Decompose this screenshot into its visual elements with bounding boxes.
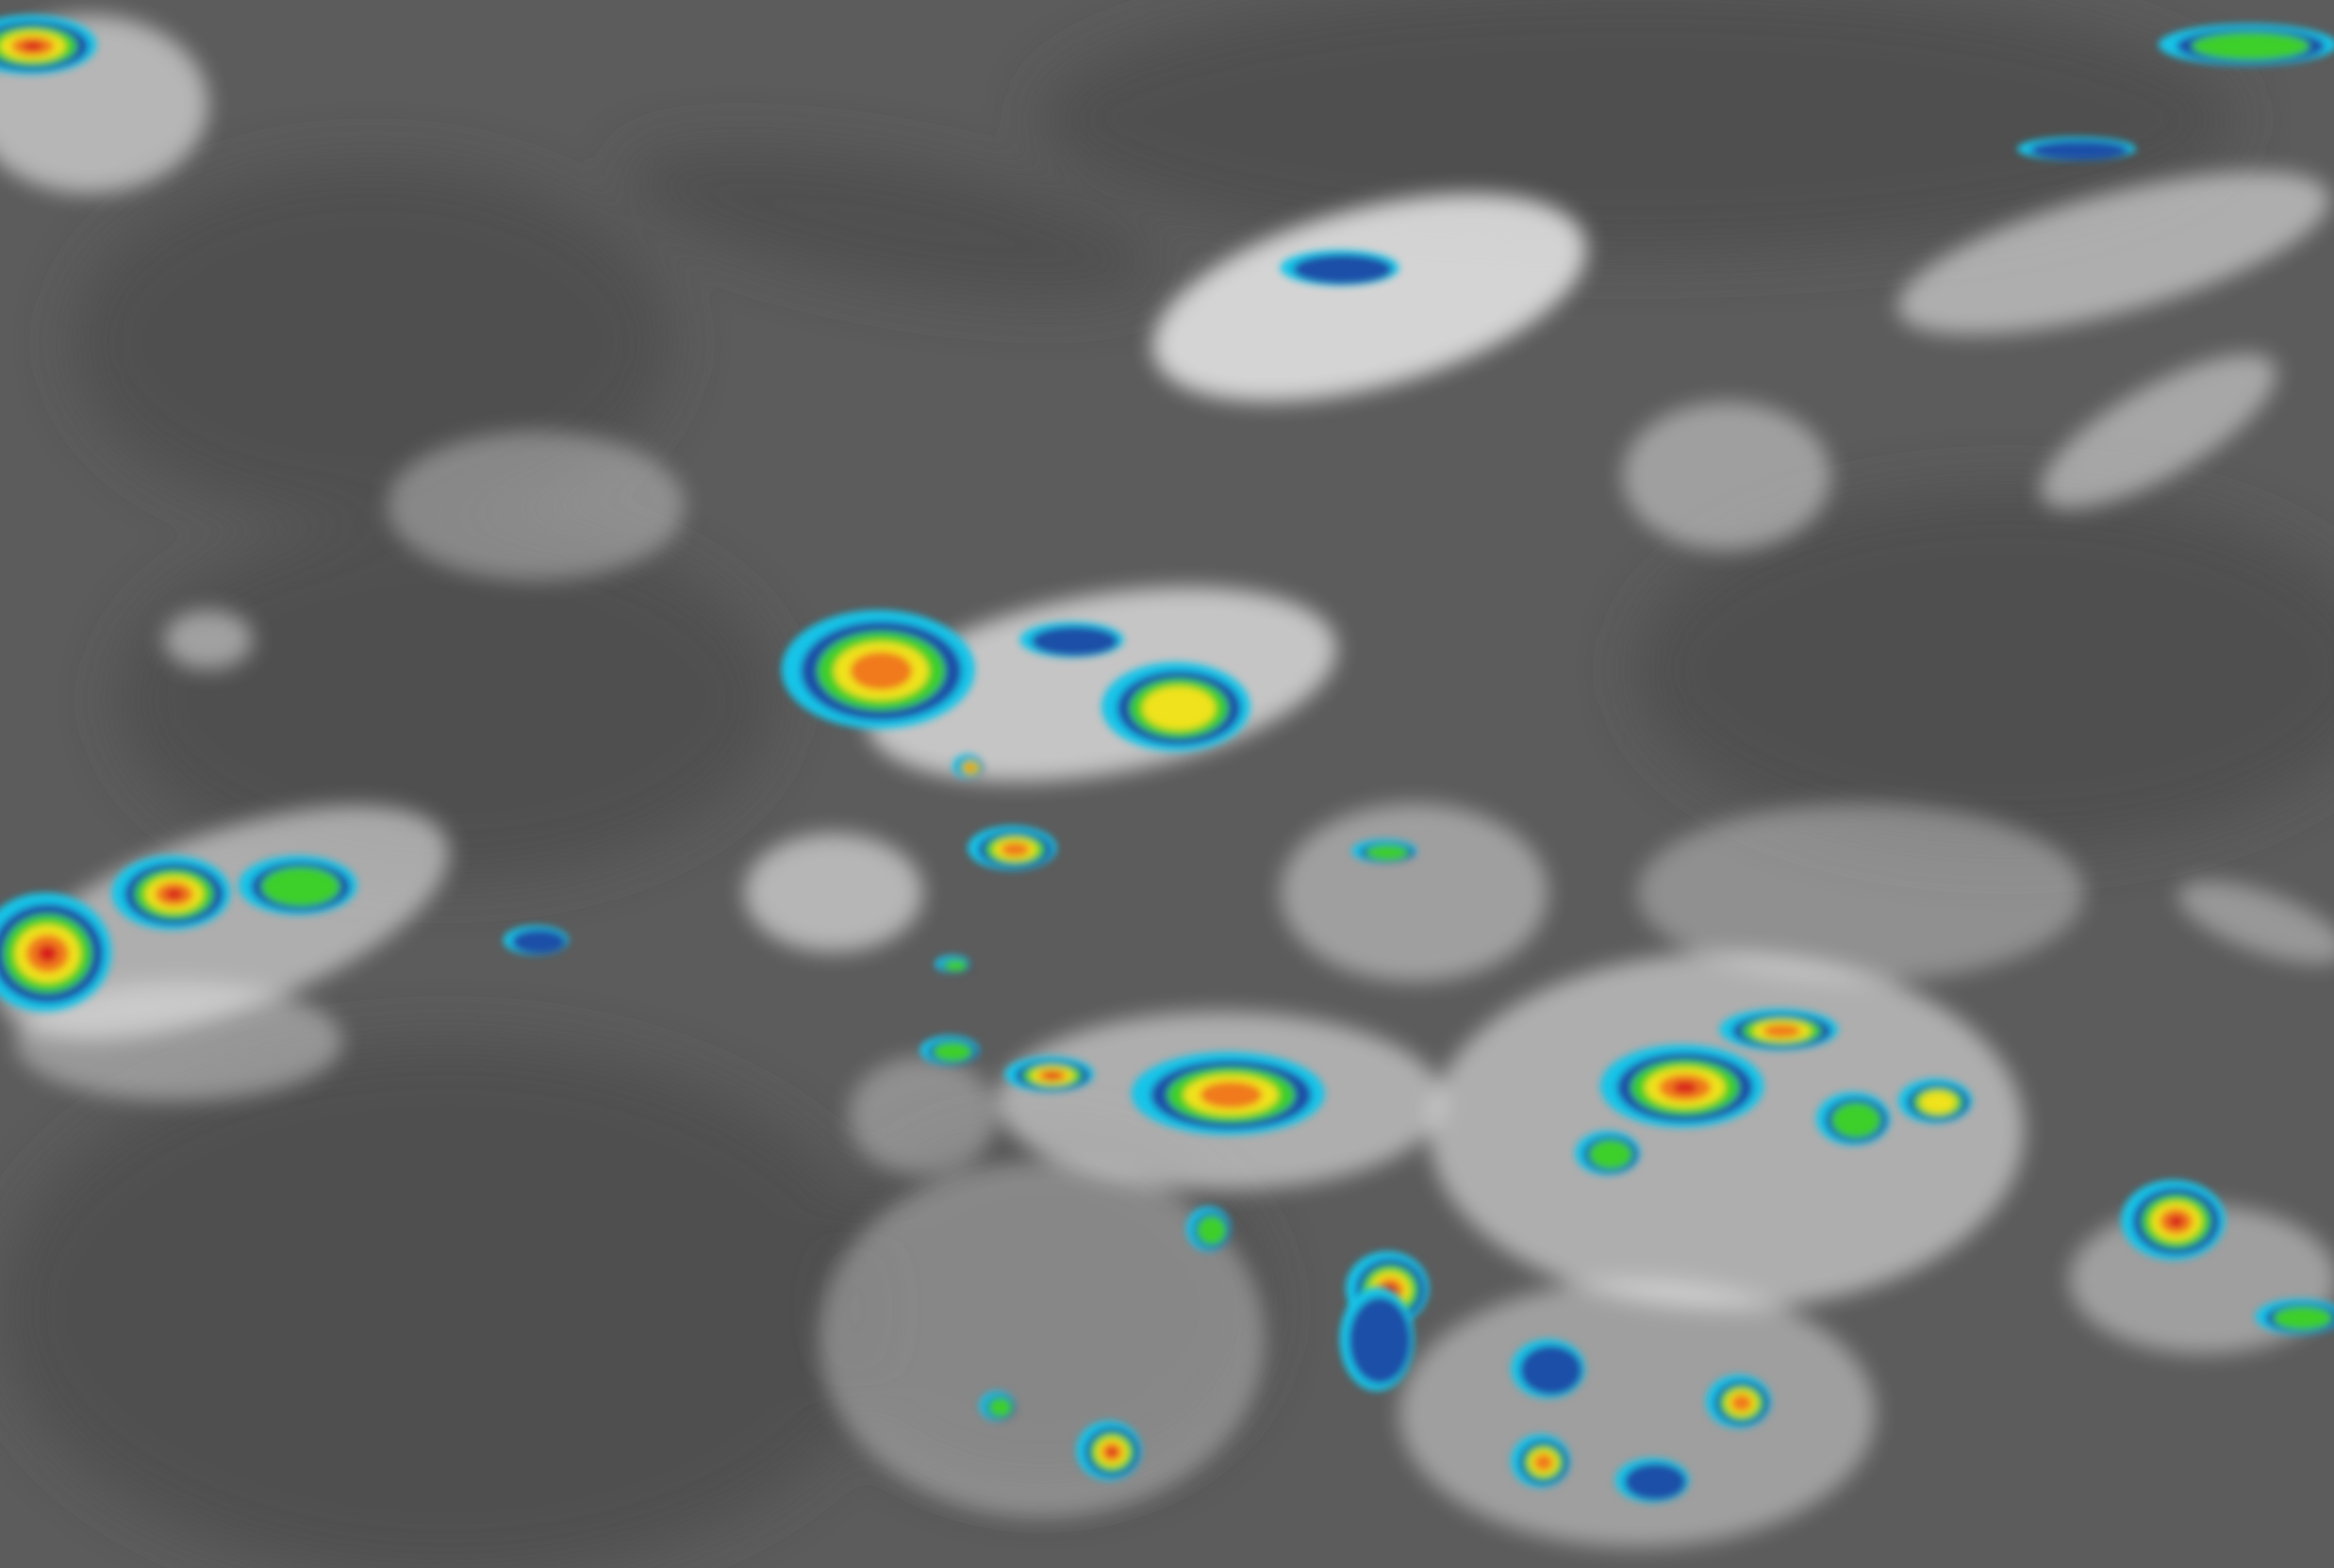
- red-band: [1672, 1081, 1697, 1094]
- blue-band: [2029, 140, 2129, 160]
- convective-cell: [2255, 1298, 2334, 1335]
- convective-cell: [1131, 1051, 1325, 1135]
- green-band: [943, 959, 968, 972]
- landmass: [1042, 0, 2233, 254]
- landmass: [74, 163, 670, 521]
- green-band: [933, 1042, 973, 1062]
- convective-cell: [2016, 137, 2137, 161]
- yellow-band: [1142, 685, 1216, 731]
- green-band: [1831, 1102, 1881, 1138]
- cloud-patch: [848, 1056, 998, 1176]
- yellow-band: [1919, 1091, 1957, 1114]
- convective-cell: [2158, 24, 2334, 66]
- green-band: [2192, 32, 2310, 60]
- cloud-patch: [1637, 803, 2084, 982]
- convective-cell: [1614, 1458, 1690, 1503]
- convective-cell: [1101, 662, 1250, 751]
- convective-cell: [1599, 1044, 1764, 1128]
- convective-cell: [1339, 1286, 1415, 1392]
- blue-band: [1293, 254, 1393, 285]
- red-band: [968, 766, 973, 770]
- red-band: [165, 888, 184, 900]
- cloud-patch: [1152, 193, 1587, 402]
- convective-cell: [979, 1391, 1016, 1421]
- green-band: [988, 1397, 1013, 1418]
- convective-cell: [1705, 1374, 1772, 1428]
- convective-cell: [1351, 838, 1417, 864]
- convective-cell: [781, 609, 975, 730]
- green-band: [261, 867, 340, 907]
- orange-band: [1001, 842, 1030, 857]
- landmass: [1637, 490, 2334, 849]
- cloud-patch: [14, 982, 343, 1101]
- convective-cell: [1815, 1092, 1891, 1146]
- blue-band: [1349, 1296, 1411, 1384]
- red-band: [1045, 1072, 1060, 1079]
- cloud-patch: [1622, 402, 1831, 551]
- convective-cell: [238, 855, 357, 916]
- convective-cell: [1019, 621, 1124, 658]
- convective-cell: [952, 753, 984, 779]
- cloud-layer: [0, 14, 2334, 1547]
- cloud-patch: [1399, 1279, 1876, 1547]
- green-band: [1197, 1215, 1227, 1246]
- convective-cell: [0, 892, 112, 1012]
- green-band: [1588, 1139, 1632, 1169]
- convective-cell: [111, 855, 231, 931]
- red-band: [2168, 1214, 2184, 1228]
- convective-cell: [1719, 1008, 1839, 1050]
- cloud-patch: [1897, 171, 2330, 335]
- convective-cell: [1186, 1206, 1232, 1251]
- cloud-patch: [744, 833, 923, 952]
- red-band: [23, 41, 43, 51]
- cloud-patch: [387, 431, 686, 581]
- cloud-patch: [2040, 354, 2277, 509]
- convective-cell: [1574, 1131, 1641, 1176]
- orange-band: [850, 652, 913, 690]
- green-band: [2273, 1306, 2333, 1330]
- orange-band: [1533, 1453, 1553, 1472]
- landmass: [119, 520, 774, 878]
- convective-cell: [919, 1035, 980, 1065]
- orange-band: [1763, 1024, 1801, 1038]
- cloud-patch: [819, 1160, 1266, 1518]
- cloud-patch: [1280, 803, 1548, 982]
- convective-cell: [967, 825, 1057, 871]
- orange-band: [1730, 1394, 1752, 1411]
- blue-band: [511, 929, 567, 954]
- convective-cell: [2121, 1180, 2226, 1261]
- blue-band: [1031, 626, 1118, 656]
- landmass: [0, 1041, 893, 1568]
- convective-cell: [1004, 1056, 1095, 1093]
- cloud-patch: [2177, 881, 2334, 965]
- convective-cell: [935, 954, 971, 973]
- orange-band: [1200, 1081, 1263, 1109]
- blue-band: [1624, 1462, 1686, 1501]
- green-band: [1366, 844, 1410, 861]
- convective-cell: [1897, 1078, 1973, 1124]
- convective-cell: [1511, 1339, 1586, 1399]
- red-band: [1106, 1447, 1117, 1457]
- cloud-patch: [1429, 951, 2025, 1310]
- convective-cell: [1511, 1433, 1571, 1488]
- convective-cells-layer: [0, 14, 2334, 1503]
- convective-cell: [1076, 1420, 1142, 1480]
- convective-cell: [0, 14, 97, 74]
- red-band: [37, 944, 58, 963]
- convective-cell: [503, 925, 569, 955]
- convective-cell: [1280, 250, 1399, 286]
- blue-band: [1519, 1345, 1582, 1395]
- landmass: [629, 148, 1158, 299]
- cloud-patch: [163, 609, 254, 670]
